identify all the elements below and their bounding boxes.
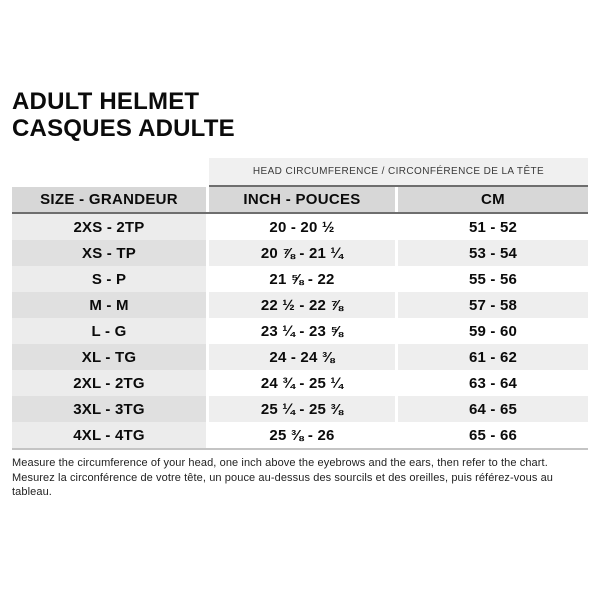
size-cell: 2XL - 2TG xyxy=(12,370,206,396)
cm-cell: 53 - 54 xyxy=(398,240,588,266)
cm-cell: 57 - 58 xyxy=(398,292,588,318)
cm-cell: 59 - 60 xyxy=(398,318,588,344)
instruction-en: Measure the circumference of your head, … xyxy=(12,457,548,469)
inch-cell: 20 ⅞ - 21 ¼ xyxy=(209,240,395,266)
inch-cell: 24 ¾ - 25 ¼ xyxy=(209,370,395,396)
inch-cell: 25 ¼ - 25 ⅜ xyxy=(209,396,395,422)
table-body: 2XS - 2TP 20 - 20 ½ 51 - 52 XS - TP 20 ⅞… xyxy=(12,214,588,448)
inch-cell: 24 - 24 ⅜ xyxy=(209,344,395,370)
page-title-fr: CASQUES ADULTE xyxy=(12,115,235,142)
size-cell: S - P xyxy=(12,266,206,292)
inch-cell: 25 ⅜ - 26 xyxy=(209,422,395,448)
cm-cell: 63 - 64 xyxy=(398,370,588,396)
cm-cell: 61 - 62 xyxy=(398,344,588,370)
table-row: M - M 22 ½ - 22 ⅞ 57 - 58 xyxy=(12,292,588,318)
table-header-row: SIZE - GRANDEUR INCH - POUCES CM xyxy=(12,187,588,214)
cm-cell: 64 - 65 xyxy=(398,396,588,422)
table-row: L - G 23 ¼ - 23 ⅝ 59 - 60 xyxy=(12,318,588,344)
cm-cell: 51 - 52 xyxy=(398,214,588,240)
table-row: 2XL - 2TG 24 ¾ - 25 ¼ 63 - 64 xyxy=(12,370,588,396)
size-cell: 4XL - 4TG xyxy=(12,422,206,448)
cm-cell: 55 - 56 xyxy=(398,266,588,292)
column-header-cm: CM xyxy=(398,187,588,212)
helmet-size-table: HEAD CIRCUMFERENCE / CIRCONFÉRENCE DE LA… xyxy=(12,158,588,450)
column-header-size: SIZE - GRANDEUR xyxy=(12,187,206,212)
inch-cell: 22 ½ - 22 ⅞ xyxy=(209,292,395,318)
table-row: 2XS - 2TP 20 - 20 ½ 51 - 52 xyxy=(12,214,588,240)
page-title-en: ADULT HELMET xyxy=(12,88,200,115)
size-cell: M - M xyxy=(12,292,206,318)
inch-cell: 21 ⅝ - 22 xyxy=(209,266,395,292)
inch-cell: 20 - 20 ½ xyxy=(209,214,395,240)
page-title: ADULT HELMET CASQUES ADULTE xyxy=(12,88,235,142)
head-circumference-banner: HEAD CIRCUMFERENCE / CIRCONFÉRENCE DE LA… xyxy=(209,158,588,187)
table-row: 4XL - 4TG 25 ⅜ - 26 65 - 66 xyxy=(12,422,588,448)
inch-cell: 23 ¼ - 23 ⅝ xyxy=(209,318,395,344)
measurement-instructions: Measure the circumference of your head, … xyxy=(12,456,588,500)
table-bottom-border xyxy=(12,448,588,450)
table-row: S - P 21 ⅝ - 22 55 - 56 xyxy=(12,266,588,292)
table-row: XS - TP 20 ⅞ - 21 ¼ 53 - 54 xyxy=(12,240,588,266)
table-row: XL - TG 24 - 24 ⅜ 61 - 62 xyxy=(12,344,588,370)
cm-cell: 65 - 66 xyxy=(398,422,588,448)
size-cell: 2XS - 2TP xyxy=(12,214,206,240)
size-cell: 3XL - 3TG xyxy=(12,396,206,422)
size-cell: L - G xyxy=(12,318,206,344)
table-row: 3XL - 3TG 25 ¼ - 25 ⅜ 64 - 65 xyxy=(12,396,588,422)
instruction-fr: Mesurez la circonférence de votre tête, … xyxy=(12,471,554,499)
size-cell: XL - TG xyxy=(12,344,206,370)
size-cell: XS - TP xyxy=(12,240,206,266)
column-header-inch: INCH - POUCES xyxy=(209,187,395,212)
